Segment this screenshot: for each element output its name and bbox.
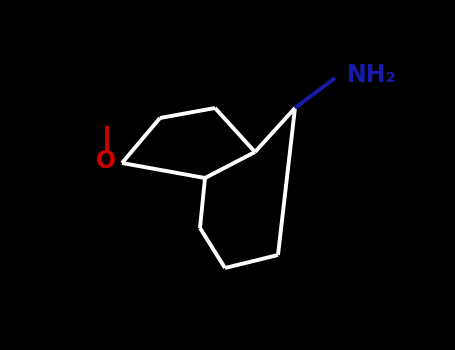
Text: NH₂: NH₂	[346, 63, 396, 87]
Text: O: O	[96, 149, 116, 173]
